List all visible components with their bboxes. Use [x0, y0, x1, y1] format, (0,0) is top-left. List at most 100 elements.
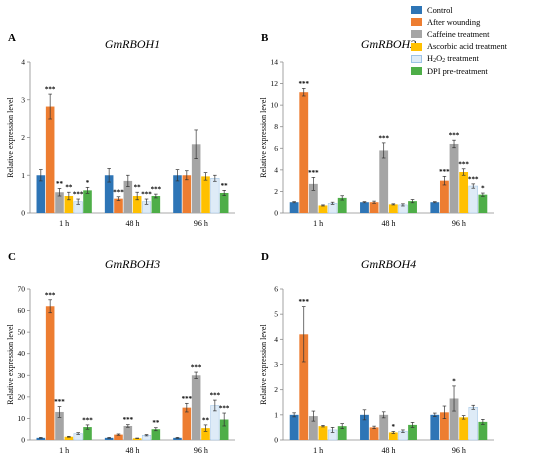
- significance-label: ***: [113, 188, 124, 196]
- significance-label: *: [392, 423, 396, 431]
- bar: [459, 417, 469, 440]
- significance-label: **: [134, 184, 142, 192]
- significance-label: ***: [191, 364, 202, 372]
- x-tick-label: 1 h: [313, 446, 323, 455]
- significance-label: ***: [439, 168, 450, 176]
- bar: [55, 192, 64, 213]
- y-tick-label: 0: [21, 436, 25, 445]
- legend-swatch: [411, 18, 422, 27]
- bar: [289, 414, 299, 440]
- significance-label: ***: [449, 132, 460, 140]
- bar: [64, 196, 74, 213]
- y-tick-label: 5: [274, 310, 278, 319]
- bar: [151, 429, 161, 440]
- significance-label: ***: [468, 175, 479, 183]
- bar: [468, 185, 478, 214]
- y-axis-label: Relative expression level: [259, 324, 268, 405]
- y-axis-label: Relative expression level: [6, 97, 15, 178]
- bar: [132, 438, 142, 440]
- bar: [64, 436, 74, 440]
- legend-swatch: [411, 42, 422, 51]
- legend-label: DPI pre-treatment: [427, 66, 488, 76]
- bar: [388, 432, 398, 440]
- panel-letter: A: [8, 32, 16, 44]
- y-tick-label: 0: [274, 436, 278, 445]
- significance-label: ***: [210, 392, 221, 400]
- x-tick-label: 48 h: [126, 446, 140, 455]
- y-tick-label: 6: [274, 285, 278, 294]
- bar: [173, 175, 182, 213]
- bar: [173, 437, 182, 440]
- y-axis-label: Relative expression level: [259, 97, 268, 178]
- bar: [360, 414, 369, 440]
- x-tick-label: 96 h: [452, 219, 466, 228]
- bar: [151, 196, 161, 213]
- bar: [104, 175, 114, 213]
- y-tick-label: 10: [271, 101, 279, 110]
- bar: [308, 183, 318, 213]
- bar: [430, 414, 440, 440]
- significance-label: **: [56, 180, 64, 188]
- bar: [182, 407, 192, 440]
- bar: [379, 414, 389, 440]
- significance-label: *: [86, 179, 90, 187]
- y-tick-label: 4: [21, 58, 25, 67]
- legend-label: Ascorbic acid treatment: [427, 42, 507, 52]
- legend-item-ascorbic-acid: Ascorbic acid treatment: [411, 41, 549, 53]
- legend-swatch: [411, 30, 422, 39]
- significance-label: ***: [123, 416, 134, 424]
- legend-item-after-wounding: After wounding: [411, 16, 549, 28]
- bar: [408, 424, 417, 440]
- panel-letter: D: [261, 251, 269, 263]
- x-tick-label: 96 h: [194, 446, 208, 455]
- significance-label: **: [65, 184, 73, 192]
- y-tick-label: 4: [274, 165, 278, 174]
- bar: [379, 150, 389, 213]
- bar: [369, 202, 379, 213]
- panel-title: GmRBOH2: [361, 37, 416, 51]
- bar: [478, 421, 488, 440]
- bar: [83, 190, 92, 213]
- bar: [299, 92, 309, 213]
- y-axis-label: Relative expression level: [6, 324, 15, 405]
- x-tick-label: 1 h: [59, 219, 69, 228]
- x-tick-label: 48 h: [382, 219, 396, 228]
- x-tick-label: 1 h: [313, 219, 323, 228]
- y-tick-label: 6: [274, 144, 278, 153]
- significance-label: ***: [308, 169, 319, 177]
- y-tick-label: 1: [274, 410, 278, 419]
- bar: [55, 411, 64, 440]
- legend-item-h2o2: H2O2 treatment: [411, 53, 549, 65]
- bar: [182, 175, 192, 213]
- y-tick-label: 60: [18, 306, 26, 315]
- bar: [308, 416, 318, 440]
- significance-label: ***: [141, 191, 152, 199]
- y-tick-label: 2: [274, 385, 278, 394]
- significance-label: *: [481, 185, 485, 193]
- legend: Control After wounding Caffeine treatmen…: [411, 4, 549, 77]
- bar: [360, 202, 369, 213]
- bar: [104, 437, 114, 440]
- bar: [219, 419, 229, 440]
- bar: [430, 202, 440, 213]
- y-tick-label: 70: [18, 285, 26, 294]
- significance-label: ***: [458, 160, 469, 168]
- bar: [337, 426, 347, 440]
- significance-label: ***: [298, 80, 309, 88]
- y-tick-label: 40: [18, 349, 26, 358]
- significance-label: ***: [82, 416, 93, 424]
- significance-label: ***: [73, 191, 84, 199]
- bar: [191, 375, 201, 440]
- legend-label: After wounding: [427, 17, 481, 27]
- bar: [201, 176, 210, 213]
- legend-item-caffeine: Caffeine treatment: [411, 28, 549, 40]
- x-tick-label: 1 h: [59, 446, 69, 455]
- legend-label: Control: [427, 5, 453, 15]
- bar: [191, 144, 201, 213]
- bar: [132, 196, 142, 213]
- bar: [36, 437, 46, 440]
- bar: [327, 203, 338, 214]
- legend-item-dpi: DPI pre-treatment: [411, 65, 549, 77]
